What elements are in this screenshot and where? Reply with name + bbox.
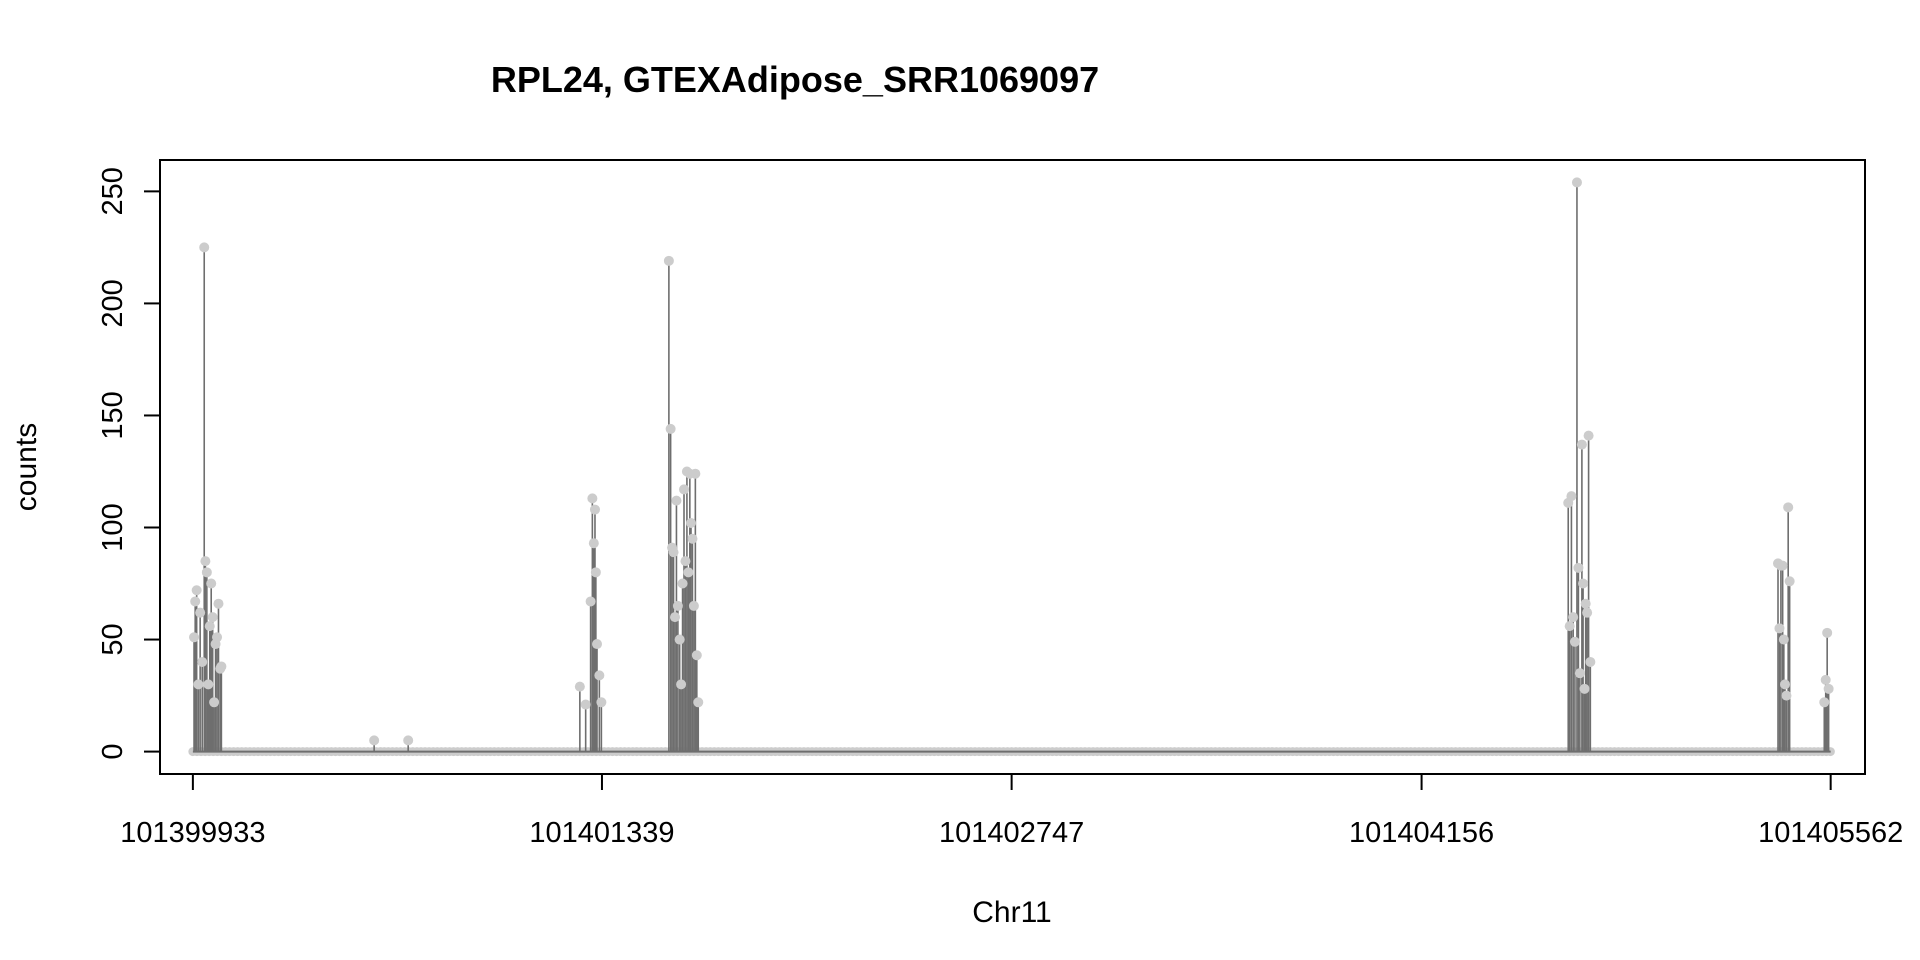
peak-point [677, 578, 688, 589]
peak-point [1580, 598, 1591, 609]
peak-point [369, 735, 380, 746]
peak-point [216, 661, 227, 672]
peak-point [688, 600, 699, 611]
peak-point [676, 679, 687, 690]
x-tick-label: 101402747 [939, 817, 1084, 849]
peak-point [585, 596, 596, 607]
peak-point [669, 612, 680, 623]
peak-point [594, 670, 605, 681]
peak-point [1781, 690, 1792, 701]
y-tick-label: 100 [97, 503, 129, 551]
peak-point [674, 634, 685, 645]
y-tick-label: 150 [97, 391, 129, 439]
peak-point [1564, 621, 1575, 632]
x-axis: 101399933 101401339 101402747 101404156 1014… [120, 773, 1903, 849]
peak-point [189, 632, 200, 643]
y-axis: 0 50 100 150 200 250 [97, 167, 161, 760]
peak-point [663, 255, 674, 266]
x-tick-label: 101405562 [1758, 817, 1903, 849]
peak-point [668, 547, 679, 558]
peak-point [1573, 562, 1584, 573]
peak-point [1583, 430, 1594, 441]
peak-point [679, 484, 690, 495]
peak-point [685, 518, 696, 529]
peak-point [1774, 623, 1785, 634]
peak-point [1576, 439, 1587, 450]
peak-point [687, 533, 698, 544]
peak-point [197, 656, 208, 667]
peak-point [199, 242, 210, 253]
x-tick-label: 101401339 [529, 817, 674, 849]
y-tick-label: 50 [97, 623, 129, 655]
peak-point [1571, 177, 1582, 188]
y-tick-label: 0 [97, 744, 129, 760]
plot-frame [159, 159, 1866, 775]
y-tick-label: 200 [97, 279, 129, 327]
peak-point [588, 538, 599, 549]
peak-point [209, 697, 220, 708]
peak-point [596, 697, 607, 708]
data-layer [188, 177, 1835, 757]
peak-point [1566, 491, 1577, 502]
peak-point [1784, 576, 1795, 587]
peak-point [1574, 668, 1585, 679]
peak-point [1823, 683, 1834, 694]
peak-point [574, 681, 585, 692]
x-tick-label: 101404156 [1349, 817, 1494, 849]
peak-point [212, 632, 223, 643]
peak-point [1778, 634, 1789, 645]
peak-point [191, 585, 202, 596]
peak-point [200, 556, 211, 567]
y-axis-label: counts [10, 423, 43, 511]
peak-point [213, 598, 224, 609]
peak-point [672, 600, 683, 611]
x-tick-label: 101399933 [120, 817, 265, 849]
peak-point [1783, 502, 1794, 513]
peak-point [204, 621, 215, 632]
peak-point [1582, 607, 1593, 618]
peak-point [691, 650, 702, 661]
peak-point [201, 567, 212, 578]
x-axis-label: Chr11 [972, 896, 1051, 929]
peak-point [693, 697, 704, 708]
peak-point [690, 468, 701, 479]
peak-point [207, 612, 218, 623]
peak-point [1569, 636, 1580, 647]
peak-point [1820, 674, 1831, 685]
peak-point [1819, 697, 1830, 708]
peak-point [589, 504, 600, 515]
peak-point [1578, 578, 1589, 589]
peak-point [587, 493, 598, 504]
peak-point [206, 578, 217, 589]
peak-point [580, 699, 591, 710]
peak-point [190, 596, 201, 607]
peak-point [203, 679, 214, 690]
peak-point [671, 495, 682, 506]
peak-point [195, 607, 206, 618]
peak-point [1822, 627, 1833, 638]
chart-title: RPL24, GTEXAdipose_SRR1069097 [491, 59, 1099, 100]
peak-point [403, 735, 414, 746]
y-tick-label: 250 [97, 167, 129, 215]
peak-point [680, 556, 691, 567]
peak-point [1779, 679, 1790, 690]
peak-point [683, 567, 694, 578]
peak-point [665, 423, 676, 434]
peak-point [1579, 683, 1590, 694]
peak-point [1568, 612, 1579, 623]
peak-point [1777, 560, 1788, 571]
peak-point [590, 567, 601, 578]
peak-point [193, 679, 204, 690]
peak-point [592, 639, 603, 650]
peak-point [1585, 656, 1596, 667]
